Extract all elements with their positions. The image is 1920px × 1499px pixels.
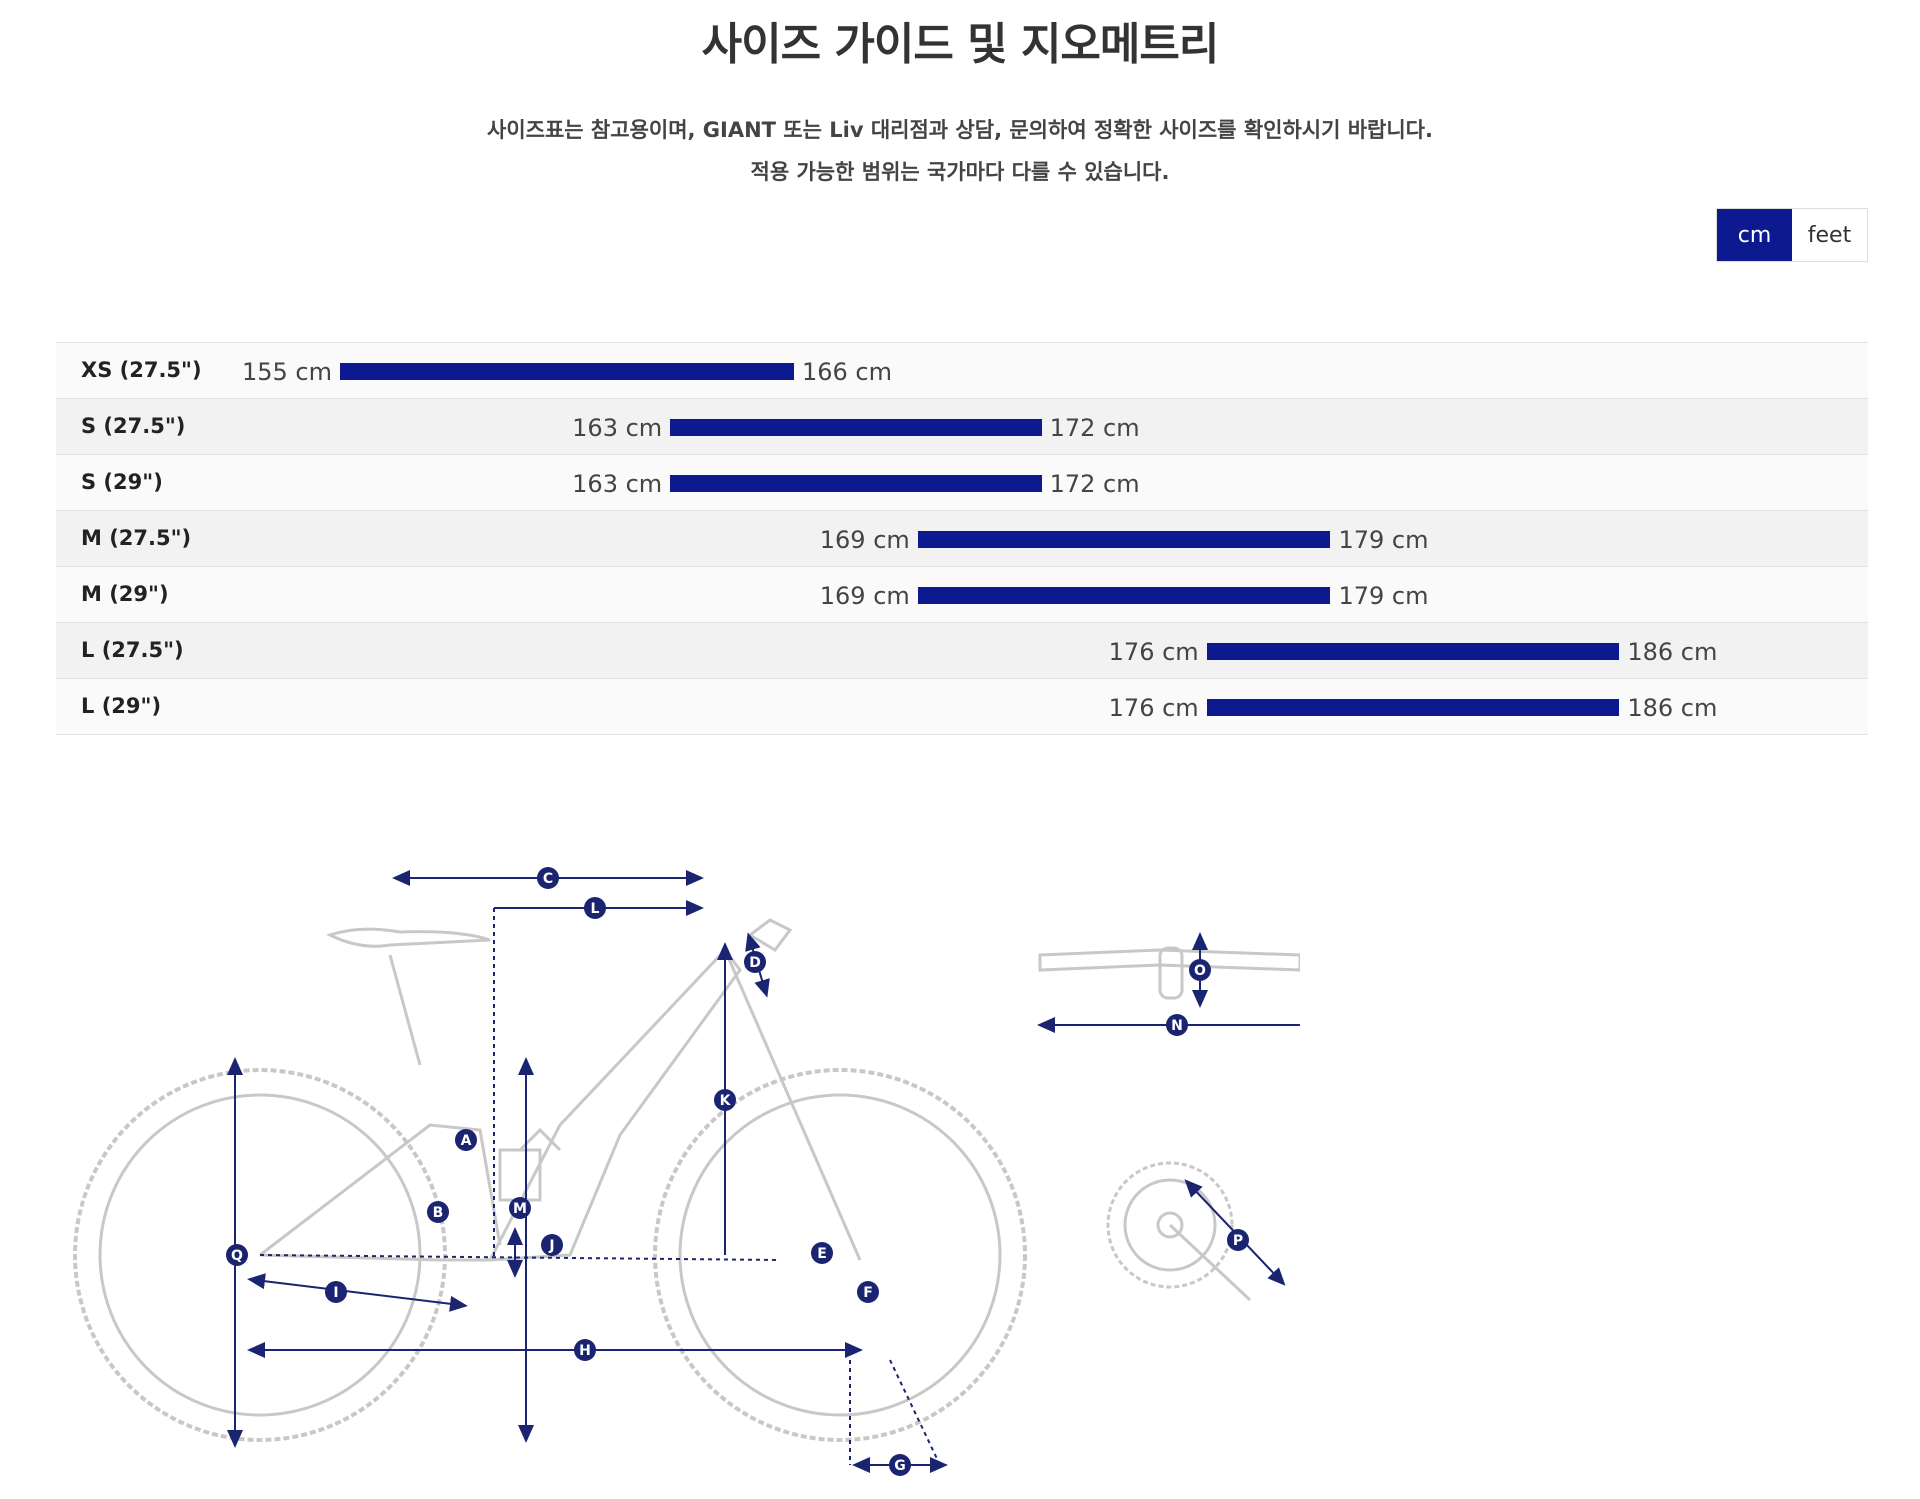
handlebar-icon	[1038, 946, 1300, 1000]
geometry-diagram: A B C D E F G H I J K L M N O P Q	[73, 867, 1300, 1476]
geometry-marker-label: C	[543, 871, 553, 887]
size-range-bar	[917, 587, 1331, 604]
description-line-2: 적용 가능한 범위는 국가마다 다를 수 있습니다.	[750, 160, 1170, 184]
size-row: L (27.5") 176 cm 186 cm	[56, 623, 1868, 679]
geometry-marker-b	[427, 1201, 449, 1223]
geometry-marker-label: E	[817, 1246, 827, 1262]
description-line-1: 사이즈표는 참고용이며, GIANT 또는 Liv 대리점과 상담, 문의하여 …	[487, 118, 1433, 142]
geometry-marker-label: D	[749, 955, 761, 971]
unit-feet-button[interactable]: feet	[1792, 209, 1867, 261]
size-row: M (27.5") 169 cm 179 cm	[56, 511, 1868, 567]
geometry-marker-k	[714, 1089, 736, 1111]
geometry-marker-label: K	[720, 1093, 732, 1109]
page-title: 사이즈 가이드 및 지오메트리	[701, 19, 1220, 70]
geometry-marker-j	[541, 1234, 563, 1256]
range-min-label: 176 cm	[1108, 694, 1199, 722]
size-row: L (29") 176 cm 186 cm	[56, 679, 1868, 735]
range-min-label: 155 cm	[241, 358, 332, 386]
size-row: S (29") 163 cm 172 cm	[56, 455, 1868, 511]
geometry-marker-label: B	[433, 1205, 444, 1221]
size-row: S (27.5") 163 cm 172 cm	[56, 399, 1868, 455]
geometry-marker-i	[325, 1281, 347, 1303]
dimension-lines	[227, 870, 948, 1473]
geometry-marker-o	[1189, 959, 1211, 981]
size-label: L (27.5")	[81, 638, 184, 662]
range-max-label: 179 cm	[1338, 526, 1429, 554]
size-row: XS (27.5") 155 cm 166 cm	[56, 343, 1868, 399]
range-min-label: 163 cm	[572, 470, 663, 498]
range-min-label: 176 cm	[1108, 638, 1199, 666]
unit-cm-button[interactable]: cm	[1717, 209, 1792, 261]
geometry-marker-label: Q	[231, 1248, 243, 1264]
geometry-marker-c	[537, 867, 559, 889]
size-range-bar	[340, 363, 794, 380]
size-range-bar	[1206, 699, 1620, 716]
size-row: M (29") 169 cm 179 cm	[56, 567, 1868, 623]
size-label: L (29")	[81, 694, 162, 718]
geometry-marker-d	[744, 951, 766, 973]
geometry-marker-label: H	[579, 1343, 591, 1359]
size-label: M (27.5")	[81, 526, 192, 550]
range-min-label: 169 cm	[819, 526, 910, 554]
crankset-icon	[1106, 1161, 1252, 1302]
geometry-marker-label: M	[513, 1201, 527, 1217]
geometry-marker-label: J	[548, 1238, 554, 1254]
geometry-marker-label: F	[863, 1285, 873, 1301]
geometry-marker-label: L	[591, 901, 600, 917]
geometry-marker-a	[455, 1129, 477, 1151]
geometry-marker-e	[811, 1242, 833, 1264]
range-max-label: 179 cm	[1338, 582, 1429, 610]
geometry-marker-h	[574, 1339, 596, 1361]
size-label: S (27.5")	[81, 414, 186, 438]
geometry-marker-label: G	[894, 1458, 906, 1474]
geometry-marker-n	[1166, 1014, 1188, 1036]
size-label: M (29")	[81, 582, 169, 606]
size-range-bar	[670, 475, 1042, 492]
geometry-marker-label: O	[1194, 963, 1206, 979]
range-min-label: 169 cm	[819, 582, 910, 610]
geometry-marker-m	[509, 1197, 531, 1219]
size-range-bar	[670, 419, 1042, 436]
size-range-bar	[1206, 643, 1620, 660]
geometry-marker-label: I	[333, 1285, 338, 1301]
unit-toggle: cm feet	[1716, 208, 1868, 262]
geometry-marker-label: P	[1233, 1233, 1243, 1249]
size-range-chart: XS (27.5") 155 cm 166 cm S (27.5") 163 cm 172…	[56, 342, 1868, 735]
geometry-marker-g	[889, 1454, 911, 1476]
size-label: S (29")	[81, 470, 163, 494]
size-label: XS (27.5")	[81, 358, 202, 382]
geometry-marker-f	[857, 1281, 879, 1303]
range-max-label: 166 cm	[801, 358, 892, 386]
geometry-marker-label: A	[461, 1133, 472, 1149]
bike-outline-icon	[73, 918, 1027, 1442]
size-range-bar	[917, 531, 1331, 548]
geometry-marker-l	[584, 897, 606, 919]
range-max-label: 172 cm	[1049, 414, 1140, 442]
range-max-label: 172 cm	[1049, 470, 1140, 498]
geometry-marker-p	[1227, 1229, 1249, 1251]
range-max-label: 186 cm	[1627, 694, 1718, 722]
geometry-marker-q	[226, 1244, 248, 1266]
geometry-marker-label: N	[1171, 1018, 1183, 1034]
range-min-label: 163 cm	[572, 414, 663, 442]
range-max-label: 186 cm	[1627, 638, 1718, 666]
